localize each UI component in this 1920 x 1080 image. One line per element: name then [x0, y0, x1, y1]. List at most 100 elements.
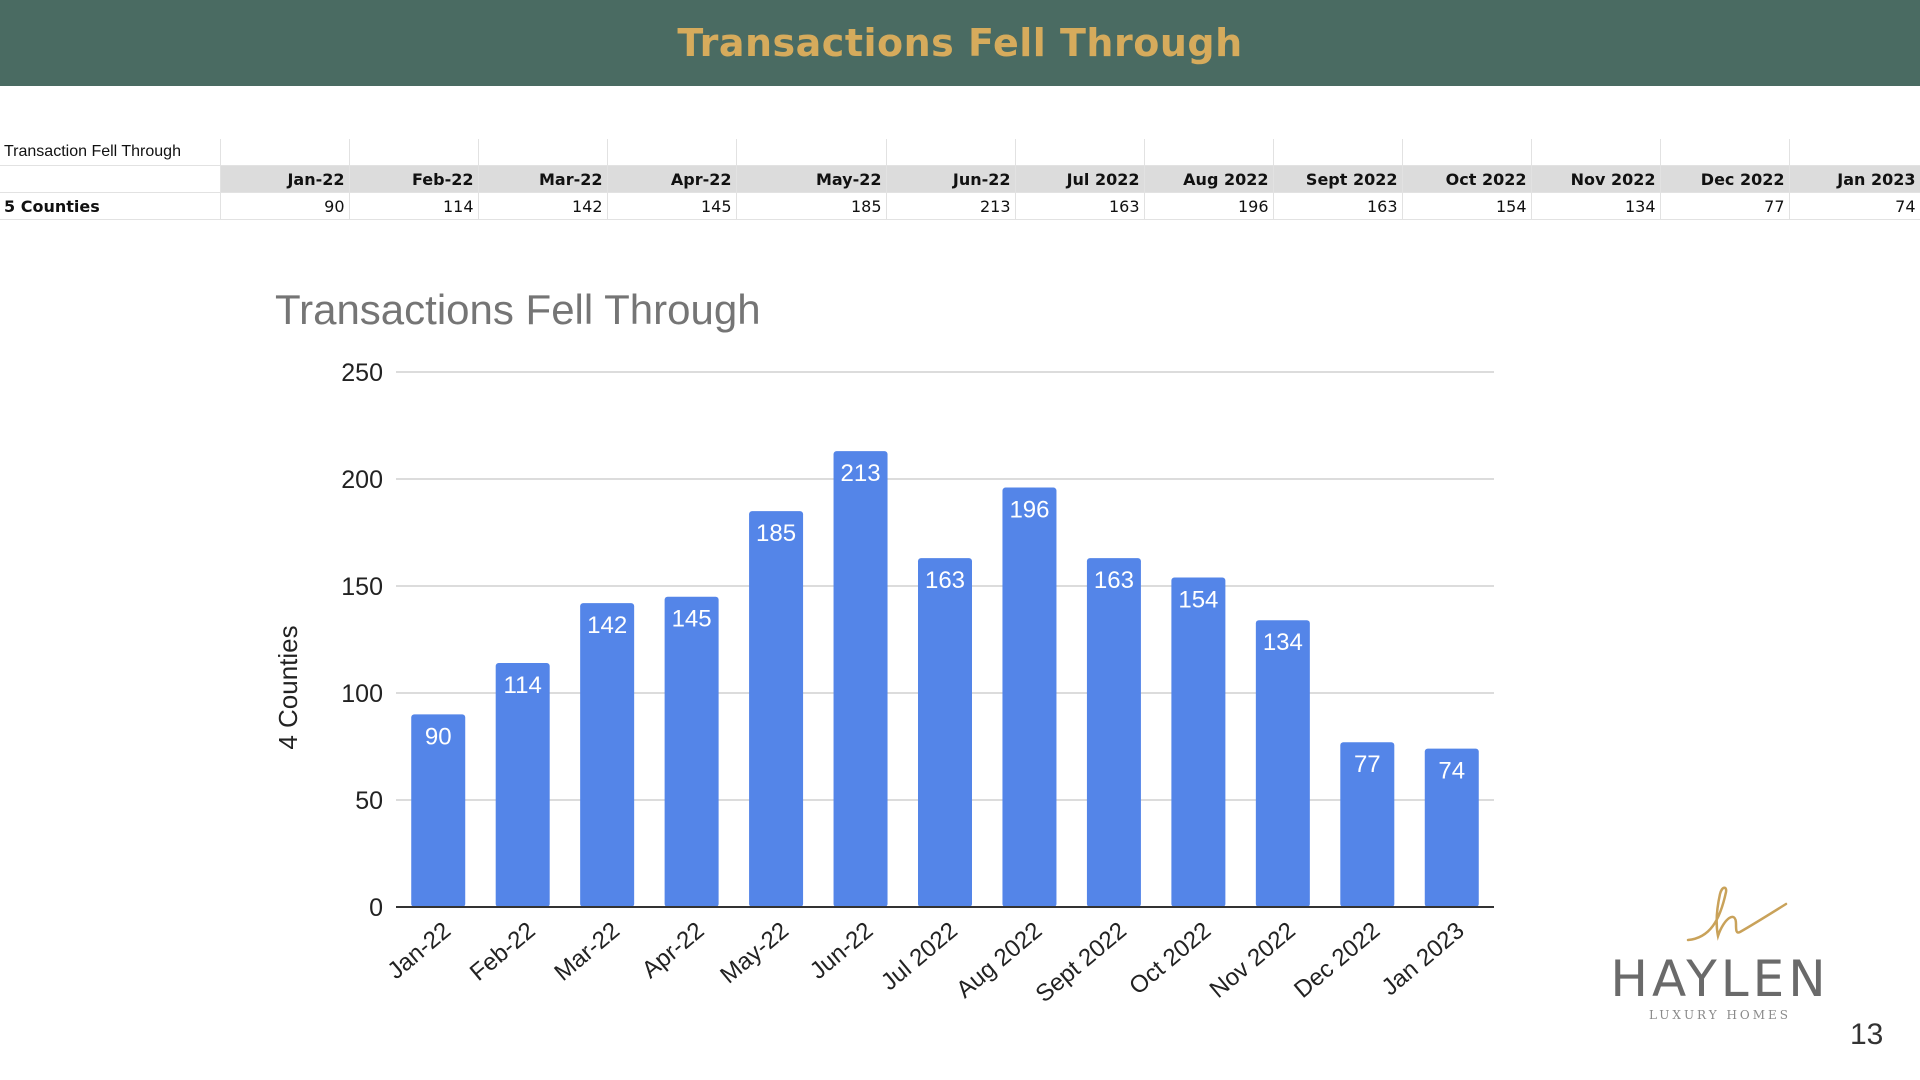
data-label: 114	[504, 672, 542, 699]
logo-tagline: LUXURY HOMES	[1648, 1008, 1792, 1022]
y-tick-label: 0	[369, 894, 383, 922]
bar	[1086, 558, 1141, 907]
data-label: 90	[425, 723, 452, 750]
data-label: 163	[1094, 567, 1134, 594]
table-cell: 90	[220, 192, 350, 220]
empty-cell	[220, 139, 350, 166]
data-label: 134	[1263, 629, 1303, 656]
empty-cell	[478, 139, 608, 166]
bar	[1340, 742, 1395, 907]
y-tick-label: 150	[341, 573, 383, 601]
x-tick-label: Mar-22	[549, 917, 625, 987]
empty-cell	[349, 139, 479, 166]
empty-cell	[1273, 139, 1403, 166]
empty-cell	[886, 139, 1016, 166]
table-cell: 114	[349, 192, 479, 220]
bar	[833, 451, 888, 907]
empty-cell	[1144, 139, 1274, 166]
bar	[1255, 620, 1310, 907]
bar	[1424, 748, 1479, 907]
column-header: Mar-22	[478, 165, 608, 193]
chart-title: Transactions Fell Through	[275, 286, 761, 333]
row-label: 5 Counties	[0, 192, 221, 220]
column-header: Jan 2023	[1789, 165, 1920, 193]
data-label: 145	[672, 606, 712, 633]
x-tick-label: Jun-22	[805, 917, 879, 985]
table-row: 5 Counties 90 114 142 145 185 213 163 196 163 154 1…	[0, 192, 1920, 220]
x-tick-label: Jan-22	[383, 917, 457, 985]
empty-cell	[1015, 139, 1145, 166]
table-cell: 163	[1015, 192, 1145, 220]
x-tick-label: Dec 2022	[1289, 917, 1385, 1004]
bar	[664, 596, 719, 907]
empty-cell	[1402, 139, 1532, 166]
table-cell: 74	[1789, 192, 1920, 220]
page-title: Transactions Fell Through	[677, 21, 1243, 65]
data-label: 142	[587, 612, 627, 639]
x-tick-label: Nov 2022	[1205, 917, 1301, 1004]
bar	[1002, 487, 1057, 907]
x-tick-label: Sept 2022	[1031, 917, 1132, 1008]
column-header: Jul 2022	[1015, 165, 1145, 193]
table-cell: 154	[1402, 192, 1532, 220]
bar	[495, 663, 550, 907]
brand-logo: HAYLEN LUXURY HOMES	[1580, 880, 1860, 1030]
bar	[749, 511, 804, 907]
table-caption-row: Transaction Fell Through	[0, 139, 1920, 166]
column-header: Oct 2022	[1402, 165, 1532, 193]
logo-mark-icon	[1686, 886, 1788, 942]
table-cell: 196	[1144, 192, 1274, 220]
empty-cell	[0, 165, 221, 193]
data-table: Transaction Fell Through Jan-22 Feb-22 Mar-…	[0, 139, 1920, 220]
column-header: Feb-22	[349, 165, 479, 193]
x-tick-label: Jan 2023	[1377, 917, 1470, 1001]
table-cell: 142	[478, 192, 608, 220]
data-label: 213	[841, 460, 881, 487]
x-tick-label: Oct 2022	[1124, 917, 1216, 1000]
y-tick-label: 100	[341, 680, 383, 708]
logo-name: HAYLEN	[1610, 950, 1830, 1008]
column-header: Nov 2022	[1531, 165, 1661, 193]
y-tick-label: 250	[341, 359, 383, 387]
data-label: 185	[756, 520, 796, 547]
table-cell: 77	[1660, 192, 1790, 220]
empty-cell	[1789, 139, 1920, 166]
y-tick-label: 50	[355, 787, 383, 815]
title-banner: Transactions Fell Through	[0, 0, 1920, 86]
empty-cell	[1531, 139, 1661, 166]
table-caption: Transaction Fell Through	[0, 139, 221, 166]
bar	[1171, 577, 1226, 907]
bar	[918, 558, 972, 907]
column-header: Apr-22	[607, 165, 737, 193]
data-label: 77	[1354, 751, 1381, 778]
bar	[411, 714, 466, 907]
empty-cell	[736, 139, 887, 166]
column-header: Sept 2022	[1273, 165, 1403, 193]
empty-cell	[607, 139, 737, 166]
data-label: 154	[1178, 586, 1218, 613]
y-tick-label: 200	[341, 466, 383, 494]
data-label: 196	[1009, 497, 1049, 524]
column-header: Aug 2022	[1144, 165, 1274, 193]
table-header-row: Jan-22 Feb-22 Mar-22 Apr-22 May-22 Jun-22 Jul …	[0, 165, 1920, 193]
x-tick-label: Feb-22	[465, 917, 541, 987]
column-header: Dec 2022	[1660, 165, 1790, 193]
x-tick-label: Apr-22	[637, 917, 710, 984]
bar	[580, 603, 635, 907]
data-label: 163	[925, 567, 965, 594]
column-header: May-22	[736, 165, 887, 193]
x-tick-label: May-22	[715, 917, 794, 989]
x-tick-label: Jul 2022	[876, 917, 963, 996]
column-header: Jan-22	[220, 165, 350, 193]
table-cell: 145	[607, 192, 737, 220]
y-axis-label: 4 Counties	[273, 625, 303, 749]
data-label: 74	[1438, 758, 1465, 785]
empty-cell	[1660, 139, 1790, 166]
table-cell: 185	[736, 192, 887, 220]
table-cell: 163	[1273, 192, 1403, 220]
table-cell: 213	[886, 192, 1016, 220]
table-cell: 134	[1531, 192, 1661, 220]
page-number: 13	[1850, 1018, 1884, 1051]
column-header: Jun-22	[886, 165, 1016, 193]
